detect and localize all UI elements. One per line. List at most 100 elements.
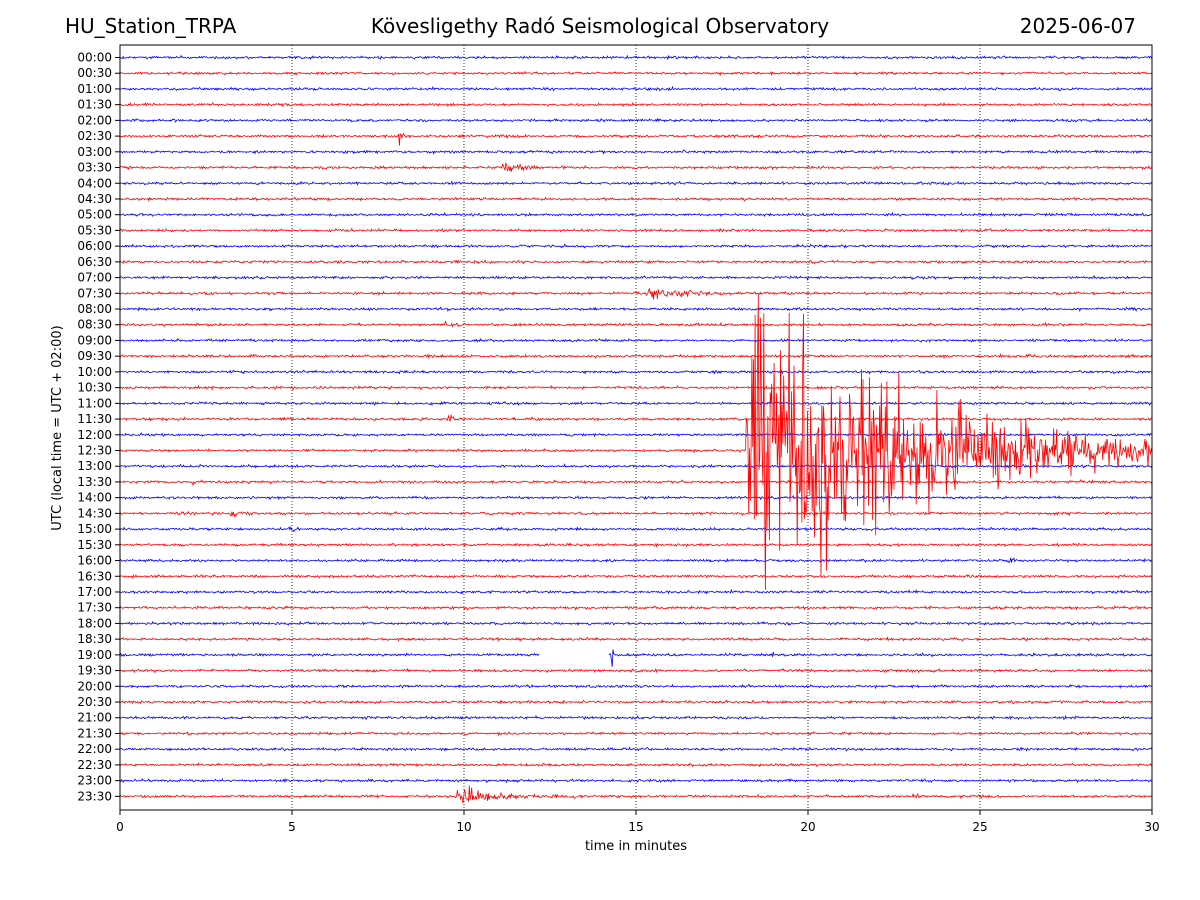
trace-1530 xyxy=(120,542,1152,548)
y-tick-label: 07:30 xyxy=(77,286,112,300)
y-tick-label: 11:00 xyxy=(77,396,112,410)
y-tick-label: 11:30 xyxy=(77,412,112,426)
y-tick-label: 02:00 xyxy=(77,113,112,127)
trace-2130 xyxy=(120,731,1152,737)
y-tick-label: 12:00 xyxy=(77,428,112,442)
x-tick-label: 25 xyxy=(972,820,987,834)
trace-0100 xyxy=(120,85,1152,92)
trace-1430 xyxy=(120,510,1152,518)
trace-1730 xyxy=(120,605,1152,611)
x-tick-label: 5 xyxy=(288,820,296,834)
x-axis-label: time in minutes xyxy=(585,839,687,854)
seismic-traces xyxy=(120,54,1152,804)
station-name: HU_Station_TRPA xyxy=(65,14,237,38)
trace-1030 xyxy=(120,384,1152,391)
trace-1400 xyxy=(120,494,1152,501)
trace-1700 xyxy=(120,588,1152,595)
x-tick-label: 15 xyxy=(628,820,643,834)
trace-1600 xyxy=(120,557,1152,564)
y-tick-label: 06:00 xyxy=(77,239,112,253)
trace-2230 xyxy=(120,762,1152,768)
trace-0730 xyxy=(120,287,1152,300)
trace-1830 xyxy=(120,636,1152,642)
y-tick-label: 22:00 xyxy=(77,742,112,756)
trace-2000 xyxy=(120,683,1152,690)
trace-1300 xyxy=(120,463,1152,469)
y-tick-label: 09:30 xyxy=(77,349,112,363)
trace-1630 xyxy=(120,573,1152,580)
y-tick-label: 21:30 xyxy=(77,726,112,740)
y-tick-label: 13:30 xyxy=(77,475,112,489)
y-tick-label: 19:30 xyxy=(77,664,112,678)
trace-0200 xyxy=(120,117,1152,123)
y-tick-label: 04:30 xyxy=(77,192,112,206)
trace-0130 xyxy=(120,101,1152,108)
y-tick-label: 18:00 xyxy=(77,616,112,630)
y-tick-label: 18:30 xyxy=(77,632,112,646)
trace-0900 xyxy=(120,337,1152,343)
trace-1930 xyxy=(120,667,1152,674)
y-tick-label: 10:30 xyxy=(77,381,112,395)
y-tick-label: 09:00 xyxy=(77,333,112,347)
y-tick-label: 04:00 xyxy=(77,176,112,190)
trace-1800 xyxy=(120,620,1152,627)
y-tick-label: 16:30 xyxy=(77,569,112,583)
y-tick-label: 17:30 xyxy=(77,601,112,615)
trace-1330 xyxy=(120,479,1152,487)
trace-0530 xyxy=(120,227,1152,234)
trace-2100 xyxy=(120,714,1152,721)
y-tick-label: 22:30 xyxy=(77,758,112,772)
y-tick-label: 16:00 xyxy=(77,554,112,568)
trace-0630 xyxy=(120,259,1152,265)
y-tick-label: 03:00 xyxy=(77,145,112,159)
y-tick-label: 19:00 xyxy=(77,648,112,662)
y-tick-label: 07:00 xyxy=(77,271,112,285)
trace-1100 xyxy=(120,400,1152,406)
y-tick-label: 13:00 xyxy=(77,459,112,473)
y-tick-label: 12:30 xyxy=(77,444,112,458)
trace-0230 xyxy=(120,132,1152,146)
trace-0330 xyxy=(120,162,1152,172)
trace-0930 xyxy=(120,353,1152,360)
trace-1500 xyxy=(120,526,1152,533)
y-tick-label: 15:30 xyxy=(77,538,112,552)
trace-2300 xyxy=(120,777,1152,784)
y-tick-label: 05:30 xyxy=(77,223,112,237)
x-tick-label: 30 xyxy=(1144,820,1159,834)
trace-0030 xyxy=(120,70,1152,77)
trace-0430 xyxy=(120,196,1152,202)
x-axis-ticks: 0 5 10 15 20 25 30 xyxy=(116,810,1160,834)
trace-0600 xyxy=(120,243,1152,249)
y-tick-label: 20:00 xyxy=(77,679,112,693)
y-tick-label: 05:00 xyxy=(77,208,112,222)
trace-0000 xyxy=(120,54,1152,61)
x-tick-label: 10 xyxy=(456,820,471,834)
trace-2030 xyxy=(120,699,1152,705)
y-tick-label: 23:00 xyxy=(77,774,112,788)
x-tick-label: 0 xyxy=(116,820,124,834)
y-tick-label: 23:30 xyxy=(77,789,112,803)
trace-1900 xyxy=(120,649,1152,667)
x-tick-label: 20 xyxy=(800,820,815,834)
trace-0400 xyxy=(120,180,1152,186)
y-tick-label: 08:30 xyxy=(77,318,112,332)
trace-1230 xyxy=(120,294,1152,591)
observatory-title: Kövesligethy Radó Seismological Observat… xyxy=(370,14,830,38)
y-tick-label: 03:30 xyxy=(77,161,112,175)
y-tick-label: 08:00 xyxy=(77,302,112,316)
y-tick-label: 17:00 xyxy=(77,585,112,599)
y-tick-label: 06:30 xyxy=(77,255,112,269)
y-tick-label: 02:30 xyxy=(77,129,112,143)
trace-0500 xyxy=(120,211,1152,218)
y-tick-label: 01:00 xyxy=(77,82,112,96)
record-date: 2025-06-07 xyxy=(1019,14,1136,38)
trace-0300 xyxy=(120,149,1152,155)
trace-1130 xyxy=(120,414,1152,422)
y-axis-label: UTC (local time = UTC + 02:00) xyxy=(50,325,65,530)
y-tick-label: 10:00 xyxy=(77,365,112,379)
y-tick-label: 14:30 xyxy=(77,506,112,520)
trace-2200 xyxy=(120,746,1152,752)
y-tick-label: 01:30 xyxy=(77,98,112,112)
